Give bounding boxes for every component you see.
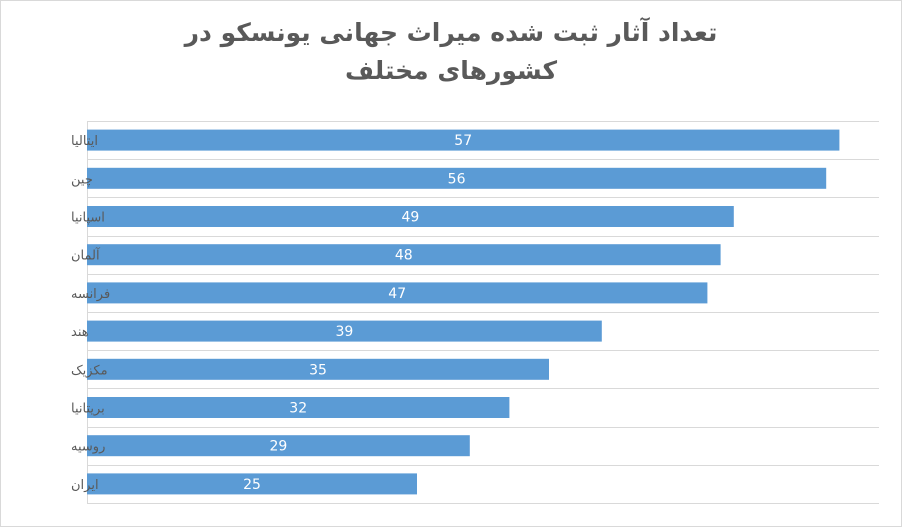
category-label: ایتالیا: [71, 134, 98, 149]
category-label: بریتانیا: [71, 402, 105, 417]
category-label: ایران: [71, 478, 99, 493]
bar: [87, 167, 827, 189]
bar: [87, 206, 734, 227]
data-label: 49: [401, 210, 419, 226]
data-label: 48: [395, 248, 413, 264]
data-label: 39: [335, 324, 353, 340]
bar: [87, 129, 840, 151]
chart-title-line-1: تعداد آثار ثبت شده میراث جهانی یونسکو در: [184, 18, 718, 47]
data-label: 56: [448, 171, 466, 187]
category-label: اسپانیا: [71, 211, 105, 226]
data-label: 25: [243, 477, 261, 493]
chart-title: تعداد آثار ثبت شده میراث جهانی یونسکو در…: [0, 14, 902, 90]
category-label: فرانسه: [71, 287, 110, 302]
bar: [87, 320, 602, 342]
bar: [87, 397, 510, 418]
bar: [87, 473, 417, 495]
bar: [87, 244, 721, 266]
data-label: 29: [269, 439, 287, 455]
bar: [87, 435, 470, 457]
bar: [87, 358, 549, 380]
category-label: مکزیک: [71, 363, 108, 378]
category-label: آلمان: [71, 247, 101, 264]
data-label: 32: [289, 401, 307, 417]
category-label: چین: [71, 172, 93, 187]
chart-title-line-2: کشورهای مختلف: [344, 56, 558, 85]
data-label: 47: [388, 286, 406, 302]
category-label: روسیه: [71, 440, 105, 455]
category-label: هند: [71, 325, 89, 340]
data-label: 57: [454, 133, 472, 149]
data-label: 35: [309, 362, 327, 378]
bar: [87, 282, 708, 304]
